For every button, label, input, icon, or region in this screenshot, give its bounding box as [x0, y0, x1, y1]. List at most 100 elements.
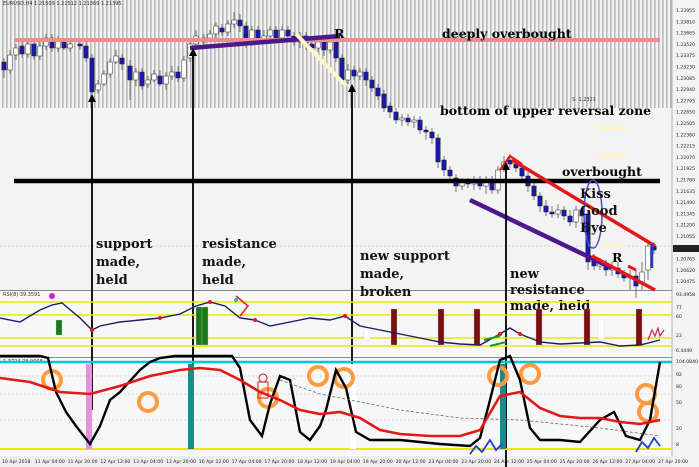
candle: [95, 83, 101, 91]
support-break-line: [294, 32, 348, 88]
time-axis-tick: 17 Apr 20:00: [264, 459, 294, 465]
candle: [357, 71, 363, 77]
candle: [405, 117, 411, 123]
candle: [411, 119, 417, 123]
price-axis-tick: 1.20475: [676, 279, 695, 285]
new-support-annotation: broken: [360, 285, 412, 300]
lower-red-channel: [591, 254, 656, 292]
signal-line: [0, 366, 661, 438]
rsi-bar: [635, 308, 643, 346]
candle: [285, 29, 291, 37]
rsi-axis-tick: 23: [676, 333, 682, 339]
candle: [387, 105, 393, 113]
candle: [543, 205, 549, 213]
price-axis-tick: 1.21200: [676, 223, 695, 229]
time-axis-tick: 25 Apr 04:00: [527, 459, 557, 465]
candle: [119, 57, 125, 65]
stochastic-line: [0, 354, 662, 448]
time-axis-tick: 16 Apr 12:00: [199, 459, 229, 465]
price-axis-tick: 1.22360: [676, 132, 695, 138]
time-axis-tick: 20 Apr 12:00: [396, 459, 426, 465]
osc-axis-tick: 104.0840: [676, 359, 698, 365]
candle: [267, 29, 273, 37]
time-axis-tick: 27 Apr 20:00: [658, 459, 688, 465]
osc-axis-tick: 20: [676, 426, 682, 432]
time-axis-bar: [0, 456, 699, 467]
current-price-badge: [673, 245, 699, 252]
price-axis-tick: 1.21490: [676, 200, 695, 206]
candle: [61, 41, 67, 49]
time-axis-tick: 23 Apr 04:00: [428, 459, 458, 465]
candle: [101, 73, 107, 85]
price-axis-tick: 1.23955: [676, 8, 695, 14]
price-axis-tick: 1.21055: [676, 234, 695, 240]
candle: [567, 215, 573, 223]
price-axis-tick: 1.20765: [676, 257, 695, 263]
candle: [207, 33, 213, 39]
rsi-axis-tick: 6.4449: [676, 348, 692, 354]
new-support-annotation: new support: [360, 249, 450, 264]
candle: [519, 167, 525, 177]
rsi-bar: [597, 319, 605, 341]
candle: [77, 43, 83, 47]
candle: [507, 159, 513, 165]
kiss-good-bye-label: Good: [580, 204, 618, 219]
time-axis-tick: 23 Apr 20:00: [461, 459, 491, 465]
rsi-bar: [473, 308, 481, 346]
price-axis-tick: 1.23665: [676, 31, 695, 37]
rsi-axis-tick: 93.4958: [676, 292, 695, 298]
overbought-label: overbought: [562, 164, 642, 179]
candle: [163, 75, 169, 85]
resistance-annotation: made,: [202, 255, 246, 270]
candle: [213, 25, 219, 35]
support-annotation: made,: [96, 255, 140, 270]
candle: [279, 29, 285, 39]
candle: [67, 43, 73, 49]
time-axis-tick: 25 Apr 20:00: [560, 459, 590, 465]
time-axis-tick: 11 Apr 04:00: [35, 459, 65, 465]
price-axis-tick: 1.23375: [676, 53, 695, 59]
time-axis-tick: 27 Apr 04:00: [625, 459, 655, 465]
candle: [315, 41, 321, 49]
price-axis-tick: 1.22215: [676, 144, 695, 150]
osc-axis-tick: 92: [676, 372, 682, 378]
resistance-trendline: [189, 33, 341, 51]
candle: [537, 195, 543, 207]
candle: [83, 45, 89, 59]
time-axis-tick: 13 Apr 04:00: [133, 459, 163, 465]
price-axis-bar: [672, 0, 699, 467]
candle: [327, 41, 333, 51]
rsi-axis-tick: 60: [676, 314, 682, 320]
candle: [375, 87, 381, 97]
rsi-bar: [201, 306, 209, 346]
candle: [399, 117, 405, 121]
new-resistance-annotation: new: [510, 267, 540, 282]
time-axis-tick: 12 Apr 12:00: [100, 459, 130, 465]
price-axis-tick: 1.21780: [676, 178, 695, 184]
candle: [273, 29, 279, 39]
candle: [645, 245, 651, 271]
time-axis-tick: 19 Apr 20:00: [363, 459, 393, 465]
candle: [107, 61, 113, 75]
price-axis-tick: 1.23810: [676, 19, 695, 25]
kiss-good-bye-ellipse: [583, 179, 603, 249]
candle: [175, 71, 181, 79]
candle: [145, 79, 151, 85]
rsi-bar: [195, 306, 203, 346]
candle: [133, 71, 139, 81]
price-axis-tick: 1.21925: [676, 166, 695, 172]
time-axis-tick: 10 Apr 2018: [2, 459, 30, 465]
candle: [127, 65, 133, 81]
candle: [393, 111, 399, 121]
osc-axis-tick: 50: [676, 400, 682, 406]
r-label-bottom: R: [612, 250, 623, 265]
rsi-title: RSI(8) 39.3591: [3, 292, 40, 298]
candle: [369, 79, 375, 89]
rsi-bar: [437, 308, 445, 346]
current-price-label: 1.21395: [675, 247, 694, 253]
new-resistance-annotation: resistance: [510, 283, 585, 298]
new-support-annotation: made,: [360, 267, 404, 282]
time-axis-tick: 17 Apr 04:00: [232, 459, 262, 465]
